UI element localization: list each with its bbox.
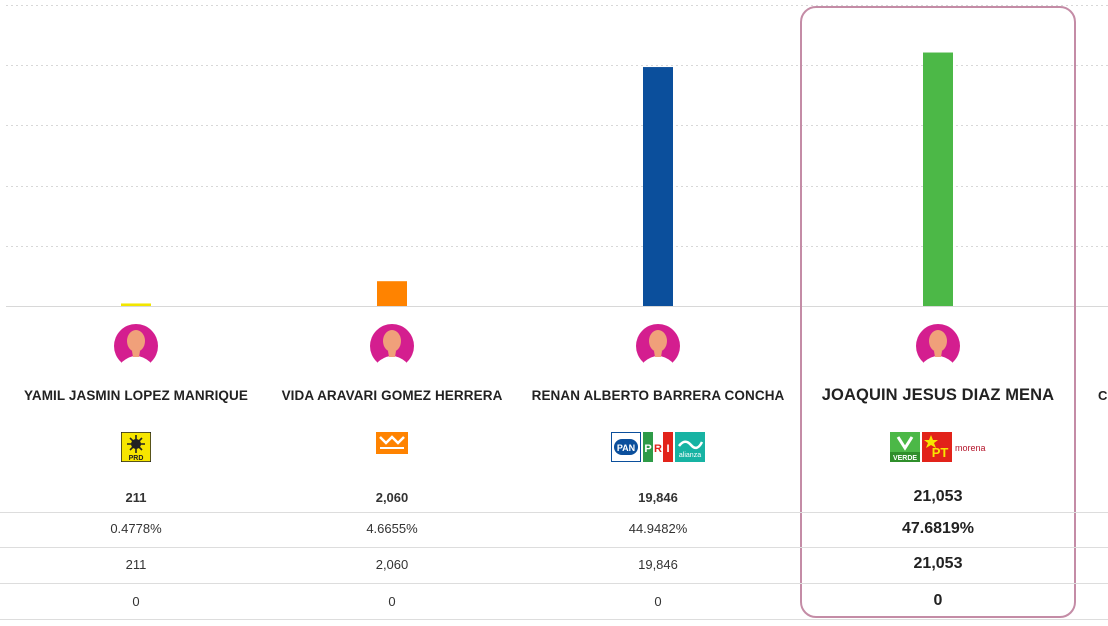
bar-1 xyxy=(121,303,151,306)
prd-logo-icon: PRD xyxy=(121,432,151,462)
verde-logo-text: VERDE xyxy=(893,455,917,462)
row-separator xyxy=(0,619,1108,620)
party-logos xyxy=(376,432,408,454)
verde-logo-icon: VERDE xyxy=(890,432,920,462)
vote-bar-chart xyxy=(0,0,1108,310)
vote-count-detail: 19,846 xyxy=(638,557,678,572)
candidate-avatar-icon[interactable] xyxy=(370,324,414,368)
party-logos: VERDE PT morena xyxy=(890,432,986,462)
vote-count-detail: 21,053 xyxy=(913,555,963,572)
vote-count: 2,060 xyxy=(375,490,409,505)
pt-logo-text: PT xyxy=(932,445,949,460)
extra-count: 0 xyxy=(132,594,140,609)
bar-chart-svg xyxy=(6,5,1108,307)
vote-count-detail: 211 xyxy=(125,557,147,572)
pri-logo-icon: P R I xyxy=(643,432,673,462)
extra-count: 0 xyxy=(654,594,662,609)
morena-logo-icon: morena xyxy=(955,443,986,453)
next-candidate-name-fragment: C xyxy=(1098,388,1108,403)
party-logos: PRD xyxy=(121,432,151,462)
extra-count: 0 xyxy=(933,592,943,609)
winner-highlight-frame xyxy=(800,6,1076,618)
candidate-name: VIDA ARAVARI GOMEZ HERRERA xyxy=(281,388,503,403)
candidate-name: RENAN ALBERTO BARRERA CONCHA xyxy=(531,388,785,403)
vote-percentage: 0.4778% xyxy=(110,521,162,536)
party-logos: PAN P R I alianza xyxy=(611,432,705,462)
row-separator xyxy=(0,547,1108,548)
bar-2 xyxy=(377,281,407,306)
prd-logo-text: PRD xyxy=(129,455,144,462)
alianza-logo-icon: alianza xyxy=(675,432,705,462)
bar-4 xyxy=(923,52,953,306)
alianza-logo-text: alianza xyxy=(679,452,701,459)
row-separator xyxy=(0,583,1108,584)
candidate-avatar-icon[interactable] xyxy=(916,324,960,368)
candidate-name: YAMIL JASMIN LOPEZ MANRIQUE xyxy=(24,388,248,403)
bar-3 xyxy=(643,67,673,306)
vote-count: 19,846 xyxy=(638,490,678,505)
vote-percentage: 47.6819% xyxy=(901,520,975,537)
vote-count: 211 xyxy=(125,490,147,505)
vote-count-detail: 2,060 xyxy=(375,557,409,572)
pri-logo-letter-r: R xyxy=(654,443,662,455)
pri-logo-letter-i: I xyxy=(666,443,669,455)
pri-logo-letter-p: P xyxy=(644,443,651,455)
vote-percentage: 4.6655% xyxy=(366,521,418,536)
candidate-avatar-icon[interactable] xyxy=(636,324,680,368)
vote-percentage: 44.9482% xyxy=(628,521,688,536)
vote-count: 21,053 xyxy=(913,488,963,505)
morena-logo-text: morena xyxy=(955,443,986,453)
pan-logo-icon: PAN xyxy=(611,432,641,462)
pt-logo-icon: PT xyxy=(922,432,952,462)
candidate-avatar-icon[interactable] xyxy=(114,324,158,368)
movimiento-ciudadano-logo-icon xyxy=(376,432,408,454)
row-separator xyxy=(0,512,1108,513)
extra-count: 0 xyxy=(388,594,396,609)
candidate-name: JOAQUIN JESUS DIAZ MENA xyxy=(821,386,1055,404)
pan-logo-text: PAN xyxy=(617,443,635,453)
